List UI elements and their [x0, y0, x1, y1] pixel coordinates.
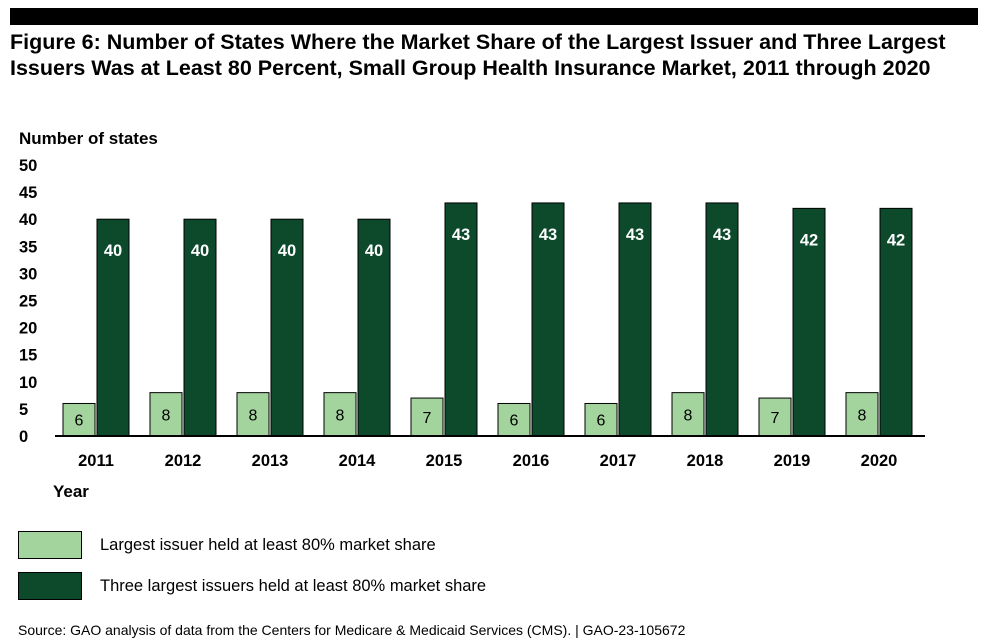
data-label-three-largest: 42 [887, 231, 905, 249]
y-tick-label: 45 [19, 184, 37, 202]
legend-swatch-largest [18, 531, 82, 559]
data-label-largest: 8 [336, 407, 345, 424]
legend-label-largest: Largest issuer held at least 80% market … [100, 535, 436, 554]
x-axis-title: Year [53, 482, 89, 501]
data-label-three-largest: 40 [278, 242, 296, 260]
data-label-largest: 8 [858, 407, 867, 424]
data-label-three-largest: 43 [626, 226, 644, 244]
bar-three-largest [183, 218, 217, 437]
y-tick-label: 20 [19, 320, 37, 338]
data-label-largest: 6 [510, 413, 519, 430]
y-tick-label: 0 [19, 428, 28, 446]
x-tick-label: 2013 [252, 452, 289, 470]
y-tick-label: 15 [19, 347, 37, 365]
bar-three-largest [531, 202, 565, 437]
data-label-largest: 6 [597, 413, 606, 430]
bar-largest [149, 392, 183, 437]
bar-largest [584, 402, 618, 437]
x-tick-label: 2020 [861, 452, 898, 470]
data-label-largest: 7 [423, 410, 432, 427]
source-note: Source: GAO analysis of data from the Ce… [18, 622, 686, 638]
y-tick-label: 40 [19, 211, 37, 229]
legend-item-largest: Largest issuer held at least 80% market … [18, 530, 436, 560]
y-tick-label: 50 [19, 157, 37, 175]
data-label-largest: 7 [771, 410, 780, 427]
data-label-three-largest: 40 [191, 242, 209, 260]
bar-largest [758, 397, 792, 437]
legend-label-three-largest: Three largest issuers held at least 80% … [100, 576, 487, 595]
bar-three-largest [792, 207, 826, 437]
x-tick-label: 2015 [426, 452, 463, 470]
y-tick-label: 10 [19, 374, 37, 392]
bar-three-largest [444, 202, 478, 437]
bar-chart: Number of states 0 5 10 15 20 25 30 35 40 45 50 6 40 2… [19, 129, 925, 501]
x-tick-label: 2018 [687, 452, 724, 470]
bar-largest [497, 402, 531, 437]
data-label-three-largest: 40 [365, 242, 383, 260]
x-tick-label: 2017 [600, 452, 637, 470]
bar-largest [845, 392, 879, 437]
data-label-three-largest: 42 [800, 231, 818, 249]
data-label-three-largest: 43 [452, 226, 470, 244]
x-tick-label: 2016 [513, 452, 550, 470]
legend-swatch-three-largest [18, 572, 82, 600]
data-label-three-largest: 43 [713, 226, 731, 244]
x-tick-label: 2014 [339, 452, 377, 470]
data-label-largest: 8 [162, 407, 171, 424]
y-tick-label: 5 [19, 401, 28, 419]
data-label-largest: 6 [75, 413, 84, 430]
y-tick-label: 25 [19, 293, 37, 311]
x-tick-label: 2019 [774, 452, 811, 470]
top-rule [10, 8, 978, 25]
bar-three-largest [96, 218, 130, 437]
data-label-three-largest: 43 [539, 226, 557, 244]
bar-three-largest [357, 218, 391, 437]
x-tick-label: 2011 [78, 452, 114, 470]
y-tick-label: 30 [19, 265, 37, 283]
bar-largest [62, 402, 96, 437]
data-label-largest: 8 [684, 407, 693, 424]
y-axis-title: Number of states [19, 129, 158, 148]
y-tick-label: 35 [19, 238, 37, 256]
legend-item-three-largest: Three largest issuers held at least 80% … [18, 571, 486, 601]
bar-largest [236, 392, 270, 437]
bar-three-largest [879, 207, 913, 437]
data-label-three-largest: 40 [104, 242, 122, 260]
data-label-largest: 8 [249, 407, 258, 424]
figure-title: Figure 6: Number of States Where the Mar… [10, 30, 946, 80]
x-tick-label: 2012 [165, 452, 202, 470]
